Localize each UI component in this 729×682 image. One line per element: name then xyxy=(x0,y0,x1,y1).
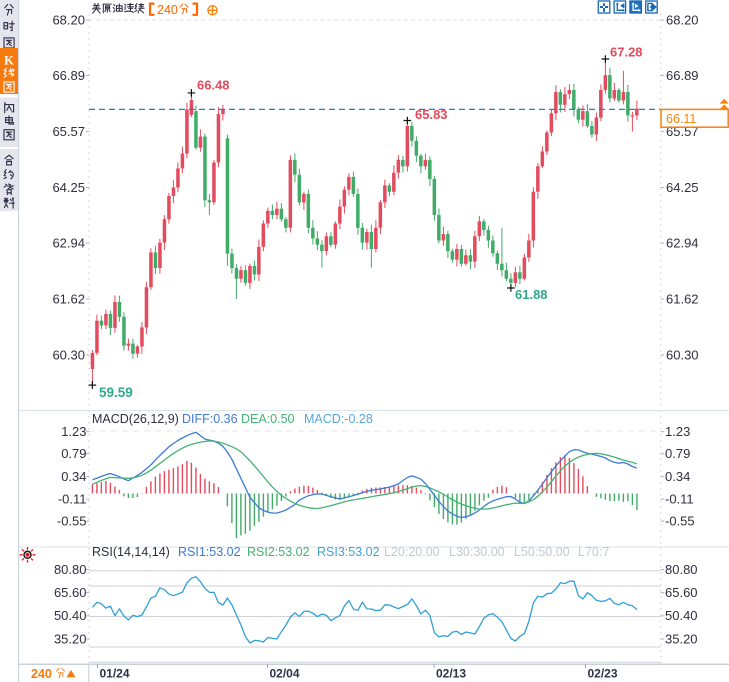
svg-text:65.83: 65.83 xyxy=(415,107,448,122)
svg-text:MACD:-0.28: MACD:-0.28 xyxy=(304,412,373,426)
svg-text:59.59: 59.59 xyxy=(99,385,133,400)
svg-text:240: 240 xyxy=(31,667,52,681)
svg-text:-0.11: -0.11 xyxy=(665,491,694,506)
svg-text:80.80: 80.80 xyxy=(665,562,698,577)
svg-text:60.30: 60.30 xyxy=(666,347,699,362)
svg-text:02/13: 02/13 xyxy=(436,667,466,681)
svg-text:50.40: 50.40 xyxy=(665,608,698,623)
svg-text:61.88: 61.88 xyxy=(515,287,548,302)
svg-text:L70:7: L70:7 xyxy=(578,545,609,559)
svg-text:K: K xyxy=(4,54,14,68)
svg-text:RSI(14,14,14): RSI(14,14,14) xyxy=(92,545,170,559)
svg-text:1.23: 1.23 xyxy=(665,424,690,439)
svg-text:66.48: 66.48 xyxy=(197,78,230,93)
svg-text:64.25: 64.25 xyxy=(666,180,699,195)
svg-text:02/23: 02/23 xyxy=(588,667,618,681)
svg-text:0.34: 0.34 xyxy=(61,469,86,484)
svg-text:65.60: 65.60 xyxy=(54,585,87,600)
svg-text:80.80: 80.80 xyxy=(54,562,87,577)
svg-text:RSI3:53.02: RSI3:53.02 xyxy=(317,545,380,559)
svg-text:35.20: 35.20 xyxy=(665,631,698,646)
svg-text:65.57: 65.57 xyxy=(52,124,85,139)
svg-text:65.60: 65.60 xyxy=(665,585,698,600)
svg-text:0.79: 0.79 xyxy=(61,446,86,461)
svg-text:-0.11: -0.11 xyxy=(58,491,87,506)
svg-text:02/04: 02/04 xyxy=(270,667,300,681)
svg-text:240: 240 xyxy=(157,3,178,17)
svg-text:MACD(26,12,9): MACD(26,12,9) xyxy=(92,412,179,426)
svg-text:61.62: 61.62 xyxy=(52,291,85,306)
svg-text:66.11: 66.11 xyxy=(666,112,696,126)
svg-text:DEA:0.50: DEA:0.50 xyxy=(241,412,295,426)
svg-text:0.79: 0.79 xyxy=(665,446,690,461)
svg-text:DIFF:0.36: DIFF:0.36 xyxy=(182,412,238,426)
svg-text:61.62: 61.62 xyxy=(666,291,699,306)
svg-text:68.20: 68.20 xyxy=(52,12,85,27)
svg-text:67.28: 67.28 xyxy=(610,45,643,60)
svg-text:62.94: 62.94 xyxy=(52,235,85,250)
svg-text:64.25: 64.25 xyxy=(52,180,85,195)
svg-text:35.20: 35.20 xyxy=(54,631,87,646)
svg-text:68.20: 68.20 xyxy=(666,12,699,27)
svg-text:-0.55: -0.55 xyxy=(57,514,87,529)
svg-text:50.40: 50.40 xyxy=(54,608,87,623)
svg-text:66.89: 66.89 xyxy=(666,68,699,83)
svg-text:RSI2:53.02: RSI2:53.02 xyxy=(247,545,310,559)
svg-text:-0.55: -0.55 xyxy=(665,514,695,529)
svg-text:01/24: 01/24 xyxy=(100,667,130,681)
svg-text:66.89: 66.89 xyxy=(52,68,85,83)
svg-text:L30:30.00: L30:30.00 xyxy=(449,545,505,559)
svg-text:0.34: 0.34 xyxy=(665,469,690,484)
svg-text:L20:20.00: L20:20.00 xyxy=(384,545,440,559)
svg-text:RSI1:53.02: RSI1:53.02 xyxy=(178,545,241,559)
svg-text:1.23: 1.23 xyxy=(61,424,86,439)
svg-text:L50:50.00: L50:50.00 xyxy=(514,545,570,559)
svg-text:60.30: 60.30 xyxy=(52,347,85,362)
svg-text:62.94: 62.94 xyxy=(666,235,699,250)
